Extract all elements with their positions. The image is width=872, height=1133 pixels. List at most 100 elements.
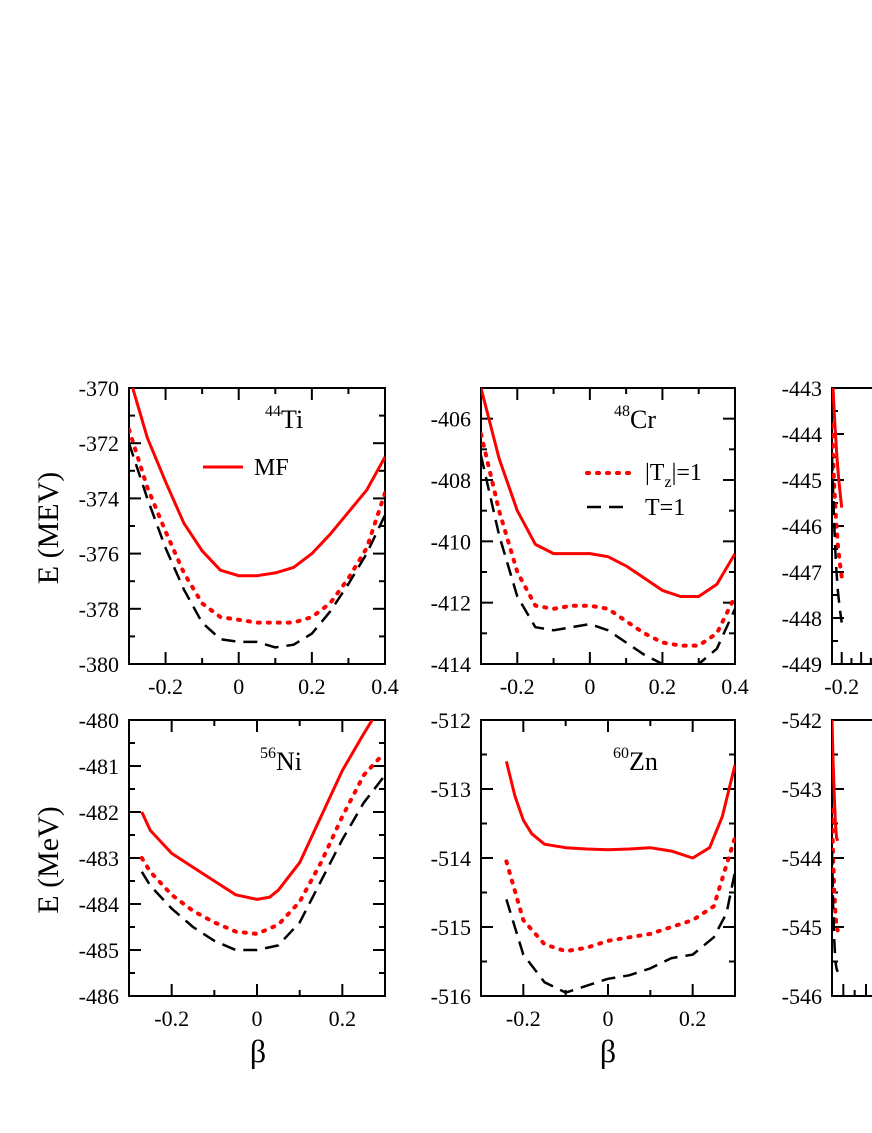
y-tick-label: -449 [782,652,822,677]
series-line-solid [140,720,374,901]
series-line-dotted [129,427,385,625]
series-line-solid [832,388,844,508]
y-tick-label: -482 [79,800,119,825]
y-tick-label: -546 [782,984,822,1009]
y-tick-label: -512 [431,708,471,733]
y-tick-label: -448 [782,606,822,631]
series-line-dotted [832,422,844,579]
y-tick-label: -443 [782,376,822,401]
y-tick-label: -406 [431,407,471,432]
series-line-dashed [129,442,385,649]
y-tick-label: -485 [79,938,119,963]
xlabel-middle: β [600,1033,616,1069]
panel-frame [480,719,736,997]
y-tick-label: -542 [782,708,822,733]
y-tick-label: -408 [431,468,471,493]
panel-2: -0.2 0 0.2 0.4 -414 -412 -410 -408 -406 48Cr [431,387,749,699]
x-tick-label: 0 [252,1006,263,1031]
x-tick-label: -0.2 [500,674,535,699]
series-line-dashed [481,455,735,664]
series-line-dotted [504,835,735,954]
series-group [504,761,735,994]
x-tick-label: 0.4 [721,674,749,699]
ylabel-top: E (MEV) [32,472,65,584]
panels-group: -0.2 0 0.2 0.4-380-378-376-374-372-37044Ti-… [79,376,872,1031]
x-tick-label: 0 [603,1006,614,1031]
x-tick-label: 0.4 [371,674,399,699]
y-tick-label: -486 [79,984,119,1009]
y-tick-label: -378 [79,597,119,622]
legend-tz-sub: z [664,474,671,491]
x-tick-label: 0.2 [649,674,677,699]
nucleus-label: 44Ti [265,403,303,434]
x-tick-label: -0.2 [148,674,183,699]
legend-tz-base: |T [645,460,665,486]
y-tick-label: -447 [782,560,822,585]
y-tick-label: -446 [782,514,822,539]
nucleus-label: 56Ni [260,745,302,776]
legend-tz-end: |=1 [672,460,702,486]
x-tick-label: -0.2 [506,1006,541,1031]
series-line-solid [131,388,385,578]
y-tick-label: -514 [431,846,471,871]
panel-1: -0.2 0 0.2 0.4 -380 -378 -376 -374 -372 -370 44Ti [79,376,399,699]
legend: MF |Tz|=1 T=1 [203,455,702,521]
y-tick-label: -480 [79,708,119,733]
series-group [129,388,385,649]
series-group [832,720,840,973]
x-tick-label: 0.2 [298,674,326,699]
y-tick-label: -374 [79,486,119,511]
series-line-solid [481,388,735,598]
nucleus-label: 48Cr [614,403,656,434]
series-group [481,388,735,664]
y-tick-label: -516 [431,984,471,1009]
panel-6: -546 -545 -544 -543 -542 [782,708,872,1009]
y-tick-label: -544 [782,846,822,871]
panel-5: -0.2 0 0.2 -516 -515 -514 -513 -512 60Zn [431,708,736,1031]
x-tick-label: 0 [584,674,595,699]
series-line-dotted [481,432,735,648]
y-tick-label: -380 [79,652,119,677]
y-tick-label: -372 [79,431,119,456]
series-group [832,388,844,623]
series-line-solid [504,761,735,860]
nucleus-symbol: Cr [630,405,656,434]
nucleus-mass: 56 [260,745,276,762]
legend-label-t1: T=1 [645,495,685,521]
series-line-dashed [505,871,735,994]
y-tick-label: -445 [782,468,822,493]
series-group [139,720,385,952]
y-tick-label: -410 [431,529,471,554]
y-tick-label: -481 [79,754,119,779]
y-tick-label: -444 [782,422,822,447]
y-tick-label: -412 [431,591,471,616]
series-line-dotted [832,807,840,933]
nucleus-mass: 44 [265,403,281,420]
y-tick-label: -545 [782,915,822,940]
x-tick-label: -0.2 [154,1006,189,1031]
x-tick-label: 0.2 [679,1006,707,1031]
nucleus-label: 60Zn [613,745,658,776]
series-line-dotted [139,754,383,936]
x-tick-label: -0.2 [824,674,859,699]
y-tick-label: -483 [79,846,119,871]
y-tick-label: -414 [431,652,471,677]
y-tick-label: -543 [782,777,822,802]
ylabel-bottom: E (MeV) [32,806,65,913]
series-line-dashed [832,456,843,623]
y-tick-label: -515 [431,915,471,940]
nucleus-symbol: Zn [629,747,658,776]
series-line-dashed [140,774,385,952]
panel-4: -0.2 0 0.2 -486 -485 -484 -483 -482 -481 -480 56Ni [79,708,386,1031]
y-tick-label: -513 [431,777,471,802]
x-tick-label: 0.2 [329,1006,357,1031]
panel-frame [480,387,736,665]
series-line-solid [832,720,840,842]
legend-label-mf: MF [254,455,289,481]
series-line-dashed [832,851,839,973]
nucleus-symbol: Ni [276,747,302,776]
x-tick-label: 0 [233,674,244,699]
panel-3: -0.2-449 -448 -447 -446 -445 -444 -443 [782,376,872,699]
